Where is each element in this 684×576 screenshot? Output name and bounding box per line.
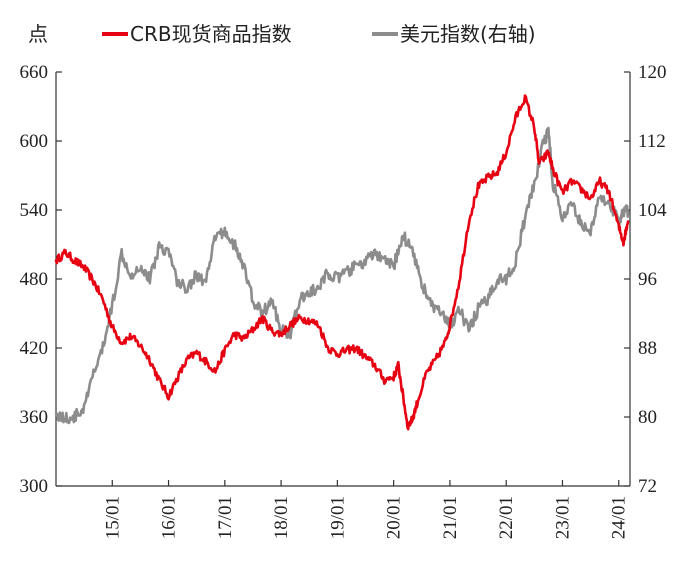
legend-entry-usd: 美元指数(右轴) xyxy=(372,18,536,47)
y-left-tick-label: 540 xyxy=(20,200,49,221)
x-tick-label: 21/01 xyxy=(440,496,461,539)
y-left-tick-label: 420 xyxy=(20,338,49,359)
y-right-tick-label: 96 xyxy=(638,269,657,290)
x-tick-label: 16/01 xyxy=(159,496,180,539)
series-group xyxy=(54,94,630,431)
y-left-tick-label: 300 xyxy=(20,476,49,497)
legend-label-usd: 美元指数(右轴) xyxy=(400,22,536,46)
series-line-usd xyxy=(54,126,630,425)
x-tick-label: 15/01 xyxy=(102,496,123,539)
series-line-crb xyxy=(54,94,630,431)
y-left-tick-label: 660 xyxy=(20,62,49,83)
y-left-tick-label: 600 xyxy=(20,131,49,152)
y-right-tick-label: 112 xyxy=(638,131,666,152)
x-tick-label: 17/01 xyxy=(215,496,236,539)
legend-swatch-usd xyxy=(372,31,398,36)
x-tick-label: 23/01 xyxy=(552,496,573,539)
x-tick-label: 20/01 xyxy=(384,496,405,539)
legend-entry-crb: CRB现货商品指数 xyxy=(102,18,292,47)
x-tick-label: 22/01 xyxy=(496,496,517,539)
y-right-tick-label: 120 xyxy=(638,62,667,83)
y-right-tick-label: 72 xyxy=(638,476,657,497)
y-right-tick-label: 104 xyxy=(638,200,667,221)
y-left-tick-label: 360 xyxy=(20,407,49,428)
legend: 点 CRB现货商品指数 美元指数(右轴) xyxy=(0,14,684,48)
legend-label-crb: CRB现货商品指数 xyxy=(130,22,292,46)
y-right-tick-label: 80 xyxy=(638,407,657,428)
y-left-tick-label: 480 xyxy=(20,269,49,290)
axes: 300 360 420 480 540 600 660 72 80 88 96 104 112 120 15… xyxy=(20,62,668,539)
x-tick-label: 19/01 xyxy=(327,496,348,539)
x-tick-label: 24/01 xyxy=(609,496,630,539)
y-right-tick-label: 88 xyxy=(638,338,657,359)
x-tick-label: 18/01 xyxy=(271,496,292,539)
unit-label: 点 xyxy=(28,22,48,46)
legend-swatch-crb xyxy=(102,31,128,36)
